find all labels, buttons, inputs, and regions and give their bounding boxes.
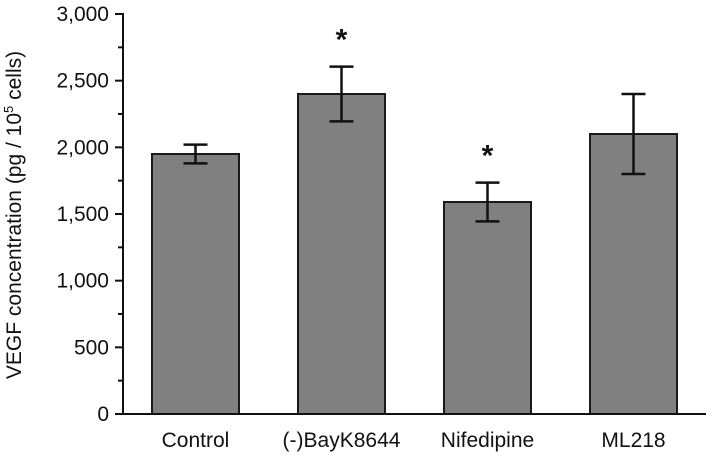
- bar-bayk8644: [297, 93, 386, 415]
- bar-nifedipine: [443, 201, 532, 415]
- bar-ml218: [589, 133, 678, 415]
- bar-control: [151, 153, 240, 415]
- significance-asterisk: *: [336, 24, 348, 57]
- y-tick-label: 1,000: [56, 270, 109, 293]
- y-tick-label: 0: [97, 403, 109, 426]
- x-category-label: (-)BayK8644: [283, 429, 401, 452]
- x-category-label: Control: [162, 429, 230, 452]
- axes-group: [115, 13, 706, 415]
- bars-group: **: [151, 24, 678, 415]
- x-category-label: Nifedipine: [441, 429, 534, 452]
- x-category-label: ML218: [601, 429, 665, 452]
- y-tick-label: 500: [74, 336, 109, 359]
- y-tick-labels: 0 500 1,000 1,500 2,000 2,500 3,000: [56, 3, 109, 426]
- significance-asterisk: *: [482, 140, 494, 173]
- x-category-labels: Control (-)BayK8644 Nifedipine ML218: [162, 429, 666, 452]
- y-tick-label: 2,000: [56, 136, 109, 159]
- y-axis-label: VEGF concentration (pg / 105 cells): [1, 50, 26, 380]
- y-tick-label: 3,000: [56, 3, 109, 26]
- y-tick-label: 1,500: [56, 203, 109, 226]
- y-tick-label: 2,500: [56, 70, 109, 93]
